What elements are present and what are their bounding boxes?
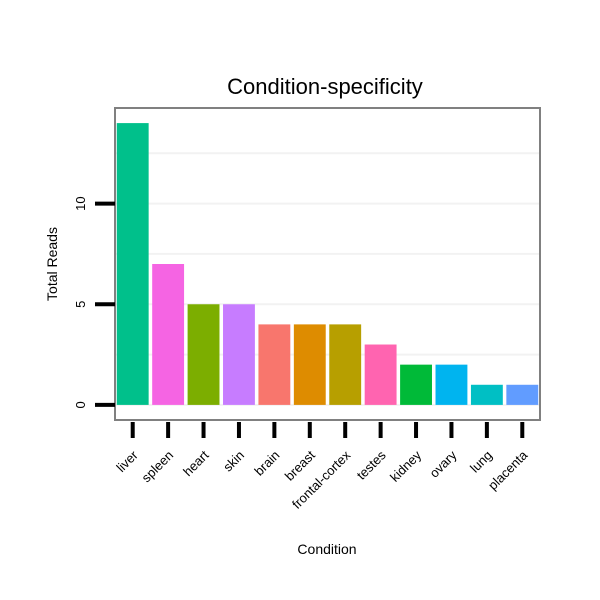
- bar-breast: [293, 324, 326, 405]
- grid-lines: [115, 152, 540, 406]
- y-axis: 0 5 10: [73, 196, 115, 409]
- bar-heart: [187, 304, 220, 405]
- y-tick-label: 0: [73, 401, 88, 408]
- bar-frontal-cortex: [329, 324, 362, 405]
- plot-frame: [114, 107, 541, 421]
- bar-liver: [116, 123, 149, 405]
- bar-ovary: [435, 364, 468, 405]
- y-axis-label: Total Reads: [44, 227, 60, 301]
- bar-brain: [258, 324, 291, 405]
- bar-lung: [470, 384, 503, 405]
- bar-kidney: [400, 364, 432, 405]
- chart-title: Condition-specificity: [227, 74, 423, 99]
- bar-placenta: [506, 384, 539, 405]
- bar-testes: [364, 344, 397, 405]
- y-tick-label: 10: [73, 196, 88, 210]
- y-tick-label: 5: [73, 301, 88, 308]
- x-axis-label: Condition: [297, 541, 356, 557]
- bar-spleen: [152, 264, 185, 405]
- bars: [116, 123, 539, 405]
- bar-skin: [223, 304, 255, 405]
